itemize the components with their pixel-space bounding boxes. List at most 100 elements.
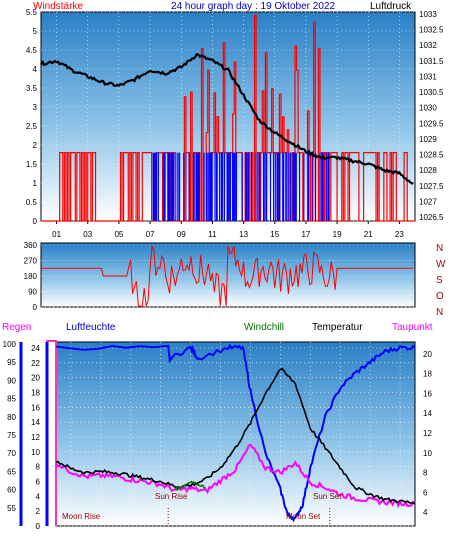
hour-tick: 21: [364, 230, 373, 239]
humidity-tick: 90: [7, 376, 16, 385]
luftdruck-line: [40, 52, 414, 185]
wind-gust-bars: [152, 152, 330, 221]
luftdruck-tick: 1027.5: [419, 182, 444, 191]
hour-tick: 13: [239, 230, 248, 239]
windstaerke-tick: 2.5: [26, 122, 38, 131]
luftdruck-tick: 1031.5: [419, 57, 444, 66]
wind-speed-line: [41, 14, 415, 222]
direction-letter-w: W: [436, 259, 446, 270]
hour-tick: 05: [114, 230, 123, 239]
chart-title: 24 hour graph day : 19 Oktober 2022: [171, 1, 335, 12]
taupunkt-label: Taupunkt: [392, 322, 433, 333]
hour-tick: 19: [333, 230, 342, 239]
luftdruck-tick: 1032: [419, 41, 437, 50]
windstaerke-tick: 0: [33, 217, 38, 226]
luftdruck-tick: 1031: [419, 72, 437, 81]
direction-tick: 360: [24, 241, 38, 250]
temperatur-label: Temperatur: [312, 322, 363, 333]
direction-tick: 90: [28, 288, 37, 297]
direction-tick: 0: [33, 303, 38, 312]
luftdruck-tick: 1030.5: [419, 88, 444, 97]
temperature-tick: 14: [423, 409, 432, 418]
wind-direction-line: [41, 245, 414, 307]
tick-labels-layer: 5.5 5 4.5 4 3.5 3 2.5 2 1.5 1 0.5 0 1033 1032.5 1032 10…: [3, 8, 444, 531]
humidity-tick: 85: [7, 395, 16, 404]
direction-tick: 180: [24, 272, 38, 281]
moon-set-label: Moon Set: [286, 512, 321, 521]
regen-tick: 16: [31, 403, 40, 412]
humidity-tick: 100: [3, 340, 17, 349]
luftdruck-tick: 1028.5: [419, 151, 444, 160]
regen-tick: 24: [31, 344, 40, 353]
windstaerke-tick: 0.5: [26, 198, 38, 207]
hour-tick: 23: [395, 230, 404, 239]
windstaerke-tick: 3.5: [26, 84, 38, 93]
series-lines-layer: [40, 52, 416, 526]
temperature-tick: 8: [423, 469, 428, 478]
temperature-tick: 4: [423, 508, 428, 517]
hour-tick: 17: [301, 230, 310, 239]
windstaerke-tick: 1: [33, 179, 38, 188]
windstaerke-tick: 2: [33, 141, 38, 150]
wind-bars-layer: [41, 14, 415, 222]
temperatur-line: [55, 368, 416, 505]
luftfeuchte-line: [55, 343, 416, 523]
regen-tick: 20: [31, 374, 40, 383]
luftdruck-tick: 1028: [419, 166, 437, 175]
temperature-tick: 18: [423, 370, 432, 379]
windstaerke-tick: 4.5: [26, 46, 38, 55]
hour-tick: 07: [146, 230, 155, 239]
luftdruck-tick: 1033: [419, 10, 437, 19]
hour-tick: 03: [83, 230, 92, 239]
temperature-tick: 20: [423, 350, 432, 359]
panel3-background: [55, 341, 416, 527]
windstaerke-tick: 5: [33, 27, 38, 36]
regen-tick: 18: [31, 389, 40, 398]
luftdruck-tick: 1032.5: [419, 26, 444, 35]
regen-tick: 0: [36, 522, 41, 531]
regen-tick: 10: [31, 448, 40, 457]
temperature-tick: 16: [423, 389, 432, 398]
humidity-tick: 60: [7, 486, 16, 495]
luftdruck-tick: 1029: [419, 135, 437, 144]
humidity-tick: 55: [7, 504, 16, 513]
direction-letter-o: O: [436, 291, 444, 302]
luftdruck-tick: 1026.5: [419, 213, 444, 222]
regen-tick: 14: [31, 418, 40, 427]
direction-letter-n1: N: [436, 243, 443, 254]
windchill-line: [175, 480, 206, 492]
humidity-tick: 80: [7, 413, 16, 422]
direction-letter-n2: N: [436, 307, 443, 318]
luftdruck-tick: 1030: [419, 104, 437, 113]
luftdruck-tick: 1027: [419, 197, 437, 206]
hour-tick: 09: [177, 230, 186, 239]
sun-set-label: Sun Set: [313, 492, 342, 501]
direction-tick: 270: [24, 257, 38, 266]
regen-tick: 6: [36, 478, 41, 487]
regen-tick: 2: [36, 507, 41, 516]
luftdruck-tick: 1029.5: [419, 119, 444, 128]
windchill-label: Windchill: [244, 322, 284, 333]
regen-tick: 4: [36, 492, 41, 501]
humidity-tick: 95: [7, 358, 16, 367]
temperature-tick: 10: [423, 449, 432, 458]
humidity-tick: 70: [7, 449, 16, 458]
regen-tick: 22: [31, 359, 40, 368]
hour-tick: 01: [52, 230, 61, 239]
windstaerke-tick: 3: [33, 103, 38, 112]
moon-rise-label: Moon Rise: [62, 512, 101, 521]
windstaerke-label: Windstärke: [33, 1, 83, 12]
regen-tick: 12: [31, 433, 40, 442]
grid-layer: [19, 11, 415, 527]
temperature-tick: 6: [423, 488, 428, 497]
direction-letter-s: S: [436, 275, 443, 286]
hour-tick: 15: [270, 230, 279, 239]
humidity-tick: 75: [7, 431, 16, 440]
regen-tick: 8: [36, 463, 41, 472]
windstaerke-tick: 5.5: [26, 8, 38, 17]
temperature-tick: 12: [423, 429, 432, 438]
windstaerke-tick: 4: [33, 65, 38, 74]
regen-label: Regen: [2, 322, 31, 333]
